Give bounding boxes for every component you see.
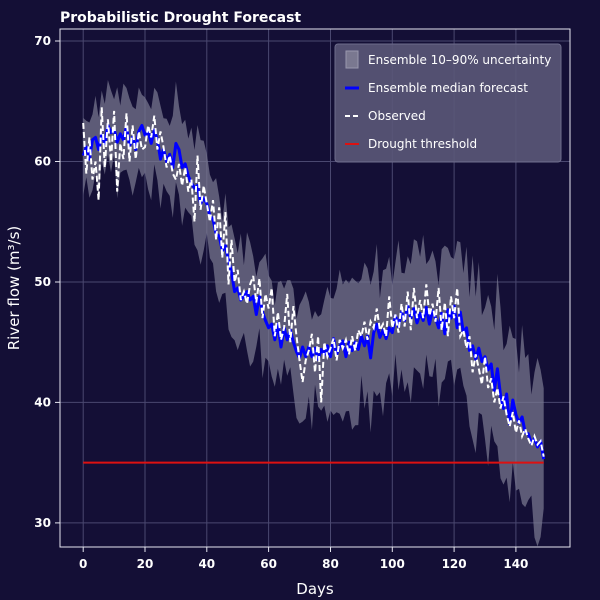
legend-box — [334, 43, 562, 163]
legend-label-threshold: Drought threshold — [368, 137, 477, 151]
x-tick-label: 40 — [198, 557, 215, 571]
x-tick-label: 20 — [137, 557, 154, 571]
x-axis-ticks: 0 20 40 60 80 100 120 140 — [79, 547, 528, 571]
y-tick-label: 70 — [34, 34, 51, 48]
observed-line — [82, 107, 545, 457]
x-axis-label: Days — [296, 580, 334, 598]
y-tick-label: 50 — [34, 275, 51, 289]
legend-swatch-band — [345, 50, 359, 69]
y-axis-ticks: 30 40 50 60 70 — [34, 34, 60, 530]
x-tick-label: 100 — [380, 557, 405, 571]
legend-label-median: Ensemble median forecast — [368, 81, 528, 95]
x-tick-label: 140 — [503, 557, 528, 571]
x-tick-label: 60 — [260, 557, 277, 571]
y-tick-label: 30 — [34, 516, 51, 530]
legend-label-observed: Observed — [368, 109, 426, 123]
plot-frame — [59, 28, 571, 548]
legend: Ensemble 10–90% uncertainty Ensemble med… — [334, 43, 562, 163]
chart-title: Probabilistic Drought Forecast — [60, 10, 301, 26]
y-tick-label: 40 — [34, 395, 51, 409]
x-tick-label: 80 — [322, 557, 339, 571]
legend-label-band: Ensemble 10–90% uncertainty — [368, 53, 551, 67]
y-tick-label: 60 — [34, 155, 51, 169]
x-tick-label: 0 — [79, 557, 87, 571]
x-tick-label: 120 — [442, 557, 467, 571]
y-axis-label: River flow (m³/s) — [5, 226, 23, 351]
